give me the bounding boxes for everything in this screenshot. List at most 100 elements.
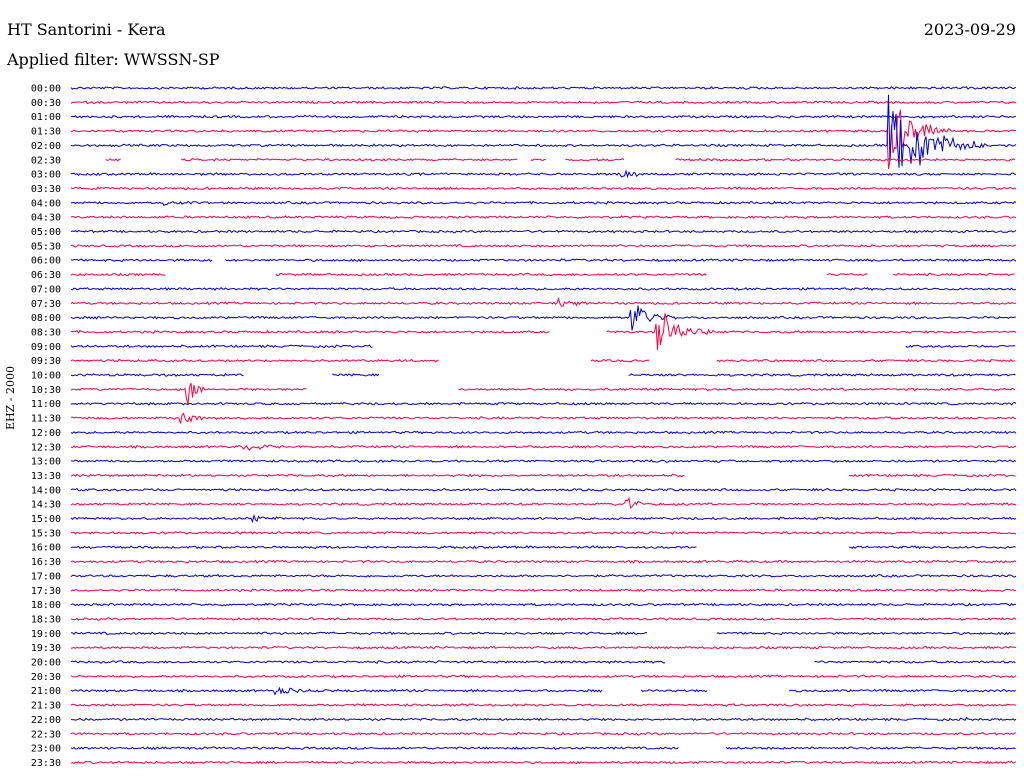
trace-segment: [70, 703, 1017, 708]
row-time-label: 08:30: [31, 327, 61, 338]
row-time-label: 23:00: [31, 744, 61, 755]
row-time-label: 04:30: [31, 213, 61, 224]
trace-segment: [105, 158, 121, 162]
plot-date: 2023-09-29: [923, 20, 1016, 39]
trace-segment: [590, 359, 650, 363]
trace-segment: [70, 243, 1016, 248]
trace-segment: [892, 272, 1015, 277]
trace-segment: [530, 158, 546, 162]
row-time-label: 18:30: [31, 614, 61, 625]
row-time-label: 15:30: [31, 528, 61, 539]
trace-segment: [70, 459, 1017, 464]
row-time-label: 21:30: [31, 701, 61, 712]
row-time-label: 08:00: [31, 313, 61, 324]
trace-segment: [725, 746, 1016, 751]
trace-segment: [70, 358, 439, 363]
row-time-label: 15:00: [31, 514, 61, 525]
trace-segment: [70, 545, 697, 550]
trace-segment: [70, 94, 1017, 168]
trace-segment: [70, 444, 1017, 451]
trace-segment: [70, 430, 1017, 435]
row-time-label: 01:30: [31, 127, 61, 138]
filter-label: Applied filter: WWSSN-SP: [7, 50, 220, 69]
row-time-label: 09:30: [31, 356, 61, 367]
trace-segment: [70, 169, 1017, 179]
trace-segment: [70, 645, 1017, 650]
row-time-label: 20:00: [31, 658, 61, 669]
row-time-label: 00:30: [31, 98, 61, 109]
trace-segment: [71, 329, 550, 334]
trace-segment: [565, 158, 625, 162]
station-title: HT Santorini - Kera: [7, 20, 166, 39]
trace-segment: [70, 296, 1016, 307]
trace-segment: [70, 215, 1017, 220]
trace-segment: [70, 109, 1017, 170]
trace-segment: [905, 344, 1016, 348]
row-time-label: 12:00: [31, 428, 61, 439]
row-time-label: 01:00: [31, 112, 61, 123]
row-time-label: 19:30: [31, 643, 61, 654]
trace-segment: [70, 559, 1017, 564]
row-time-label: 12:30: [31, 442, 61, 453]
row-time-label: 17:30: [31, 586, 61, 597]
row-time-label: 22:00: [31, 715, 61, 726]
trace-segment: [849, 545, 1016, 550]
row-time-label: 11:00: [31, 399, 61, 410]
row-time-label: 06:30: [31, 270, 61, 281]
row-time-label: 21:00: [31, 686, 61, 697]
row-time-label: 22:30: [31, 729, 61, 740]
row-time-label: 03:30: [31, 184, 61, 195]
trace-segment: [826, 273, 868, 276]
trace-segment: [70, 473, 685, 478]
row-time-label: 02:00: [31, 141, 61, 152]
row-time-label: 10:00: [31, 371, 61, 382]
trace-segment: [70, 373, 244, 377]
row-time-label: 18:00: [31, 600, 61, 611]
row-time-label: 14:30: [31, 500, 61, 511]
trace-segment: [70, 401, 1017, 406]
trace-segment: [70, 487, 1017, 492]
trace-segment: [70, 496, 1017, 509]
trace-segment: [70, 617, 1017, 621]
trace-segment: [70, 588, 1017, 593]
row-time-label: 03:00: [31, 170, 61, 181]
row-time-label: 05:00: [31, 227, 61, 238]
trace-segment: [606, 313, 1017, 350]
trace-segment: [70, 660, 666, 664]
trace-segment: [225, 258, 1017, 263]
trace-segment: [716, 358, 1016, 363]
trace-segment: [70, 573, 1017, 578]
row-time-label: 06:00: [31, 256, 61, 267]
row-time-label: 07:00: [31, 284, 61, 295]
trace-segment: [70, 530, 1017, 535]
trace-segment: [716, 631, 1016, 636]
trace-segment: [640, 688, 708, 693]
trace-segment: [332, 373, 380, 377]
row-time-label: 13:00: [31, 457, 61, 468]
row-time-label: 04:00: [31, 198, 61, 209]
row-time-label: 09:00: [31, 342, 61, 353]
trace-segment: [70, 383, 307, 405]
trace-segment: [71, 114, 1017, 119]
trace-segment: [70, 746, 679, 751]
trace-segment: [181, 157, 518, 162]
trace-segment: [275, 272, 707, 277]
row-time-label: 10:30: [31, 385, 61, 396]
row-time-label: 07:30: [31, 299, 61, 310]
trace-segment: [628, 373, 1016, 377]
row-time-label: 11:30: [31, 414, 61, 425]
trace-segment: [675, 157, 1016, 162]
trace-segment: [70, 602, 1017, 607]
trace-segment: [70, 716, 1017, 722]
trace-segment: [70, 86, 1017, 91]
trace-segment: [70, 305, 1016, 331]
row-time-label: 17:00: [31, 571, 61, 582]
row-time-label: 16:30: [31, 557, 61, 568]
row-time-label: 16:00: [31, 543, 61, 554]
trace-segment: [70, 674, 1017, 679]
trace-segment: [70, 272, 166, 277]
trace-segment: [70, 412, 1017, 424]
trace-segment: [70, 513, 1017, 524]
